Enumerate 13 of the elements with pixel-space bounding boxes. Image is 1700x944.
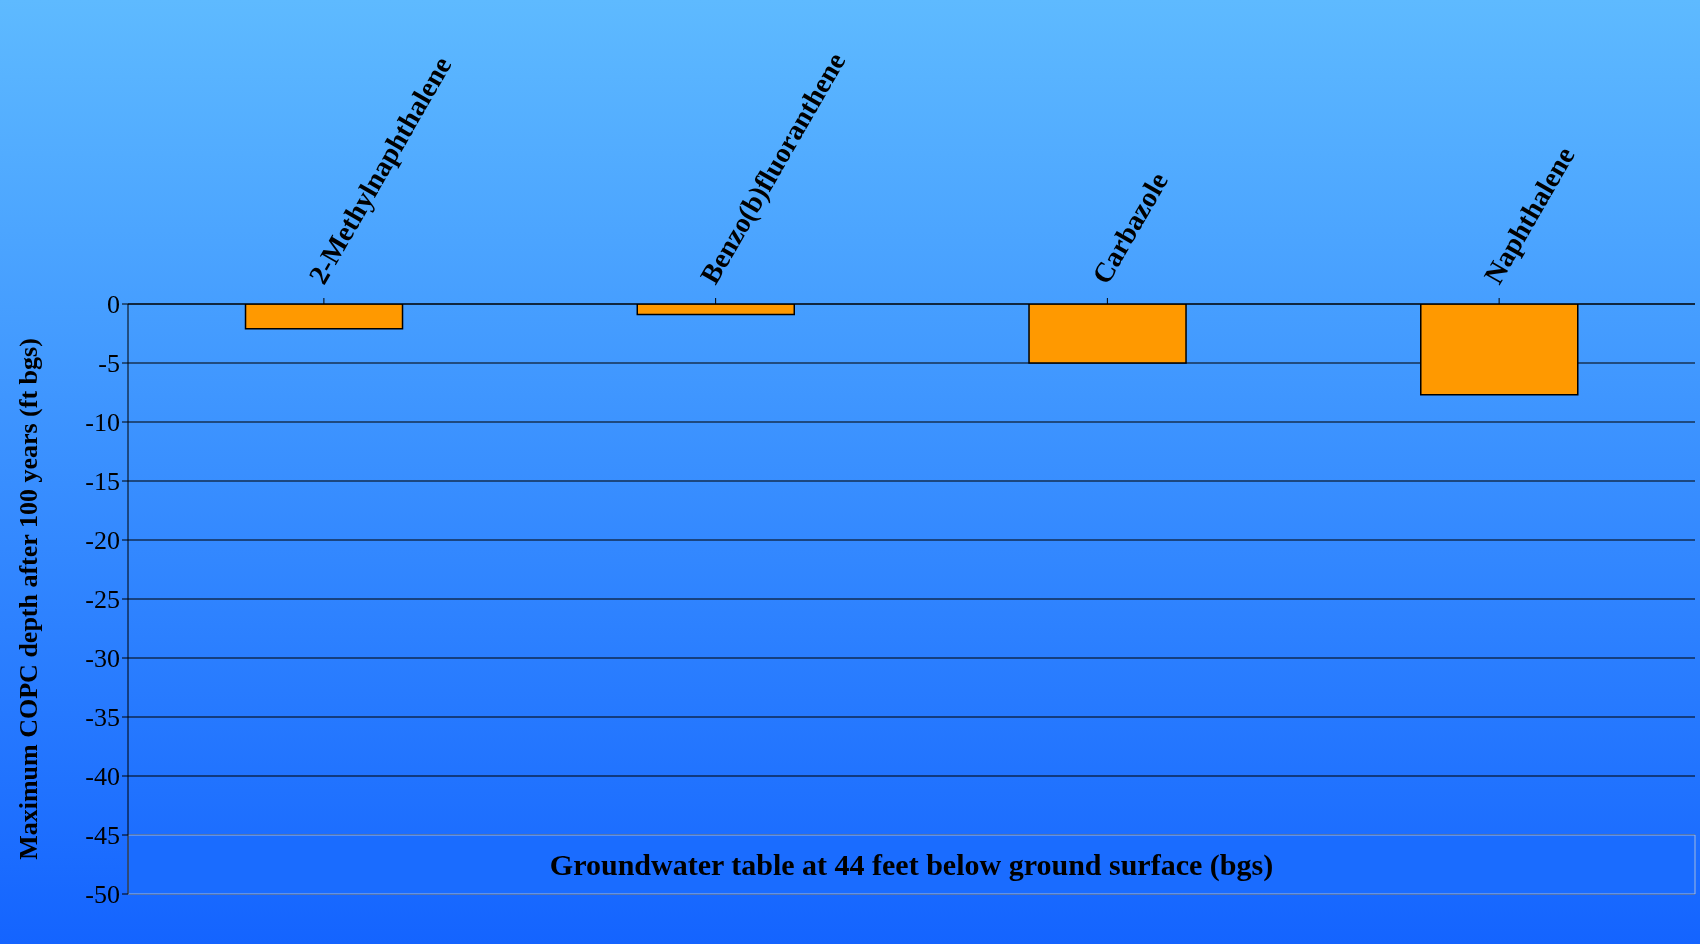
y-tick-label: -15 bbox=[85, 467, 120, 497]
y-tick-label: -50 bbox=[85, 880, 120, 910]
y-tick-label: -30 bbox=[85, 644, 120, 674]
y-axis-title: Maximum COPC depth after 100 years (ft bgs) bbox=[14, 338, 44, 860]
y-tick-label: -45 bbox=[85, 821, 120, 851]
y-tick-label: -40 bbox=[85, 762, 120, 792]
y-tick-label: -20 bbox=[85, 526, 120, 556]
y-tick-label: -35 bbox=[85, 703, 120, 733]
y-tick-label: -10 bbox=[85, 408, 120, 438]
y-tick-label: -5 bbox=[98, 349, 120, 379]
y-tick-label: 0 bbox=[107, 290, 120, 320]
y-tick-label: -25 bbox=[85, 585, 120, 615]
band-label: Groundwater table at 44 feet below ground surface (bgs) bbox=[549, 848, 1274, 883]
